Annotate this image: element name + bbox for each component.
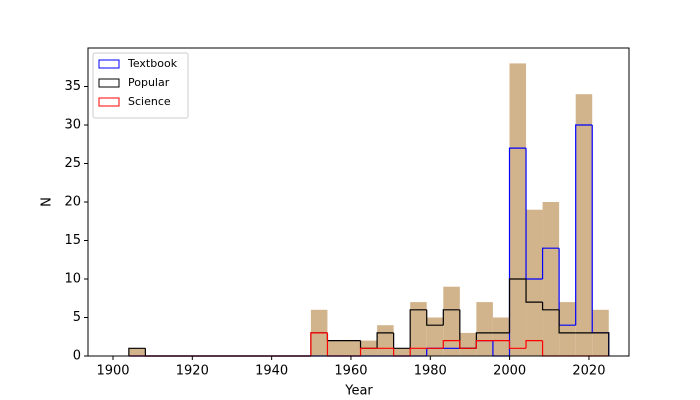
step-segment — [144, 348, 162, 357]
step-segment — [475, 340, 493, 349]
step-segment — [558, 309, 576, 334]
legend-swatch — [98, 78, 120, 88]
bar — [377, 325, 394, 356]
bar — [410, 302, 427, 356]
y-tick-label: 15 — [64, 233, 81, 248]
x-axis-label: Year — [344, 384, 373, 399]
legend-label: Science — [128, 95, 171, 108]
y-tick-label: 30 — [64, 118, 81, 133]
bar — [492, 317, 510, 356]
step-segment — [541, 302, 560, 311]
y-tick-label: 0 — [73, 349, 81, 364]
step-segment — [128, 347, 146, 356]
bar — [443, 286, 460, 356]
x-tick-label: 1980 — [414, 364, 447, 379]
y-tick-label: 20 — [64, 195, 81, 210]
step-segment — [575, 124, 593, 326]
step-segment — [525, 279, 543, 303]
legend: Textbook Popular Science — [92, 52, 189, 119]
step-segment — [326, 332, 344, 342]
step-segment — [459, 340, 477, 349]
step-segment — [359, 347, 378, 356]
x-tick-label: 2000 — [493, 364, 526, 379]
legend-label: Popular — [128, 76, 170, 89]
step-segment — [393, 332, 411, 349]
y-tick-label: 10 — [64, 272, 81, 287]
step-segment — [541, 247, 560, 279]
step-segment — [508, 278, 527, 333]
y-tick-label: 25 — [64, 156, 81, 171]
step-segment — [426, 309, 444, 326]
x-tick-label: 1960 — [334, 364, 367, 379]
step-segment — [508, 340, 527, 349]
step-segment — [592, 332, 610, 356]
x-tick-label: 1920 — [176, 364, 209, 379]
bar — [575, 94, 593, 356]
bar — [128, 348, 146, 356]
bar — [526, 209, 543, 356]
step-segment — [442, 340, 460, 349]
y-axis-label: N — [40, 197, 55, 207]
bar — [426, 317, 444, 356]
bar — [559, 302, 576, 356]
bar — [459, 332, 477, 356]
step-segment — [409, 309, 427, 349]
y-tick-label: 5 — [73, 310, 81, 325]
step-segment — [376, 332, 394, 349]
bar — [509, 63, 527, 357]
bar — [327, 340, 344, 356]
step-segment — [310, 332, 328, 356]
x-tick-label: 1900 — [96, 364, 129, 379]
step-segment — [409, 347, 427, 356]
x-tick-label: 1940 — [255, 364, 288, 379]
bar — [542, 202, 560, 356]
step-segment — [442, 309, 460, 326]
legend-swatch — [98, 97, 120, 107]
bar — [393, 348, 411, 356]
step-segment — [525, 340, 543, 349]
legend-swatch — [98, 59, 120, 69]
y-tick-label: 35 — [64, 79, 81, 94]
bar — [343, 340, 361, 356]
legend-label: Textbook — [127, 57, 178, 70]
bar — [476, 302, 493, 356]
legend-box — [92, 52, 189, 119]
x-tick-label: 2020 — [572, 364, 605, 379]
